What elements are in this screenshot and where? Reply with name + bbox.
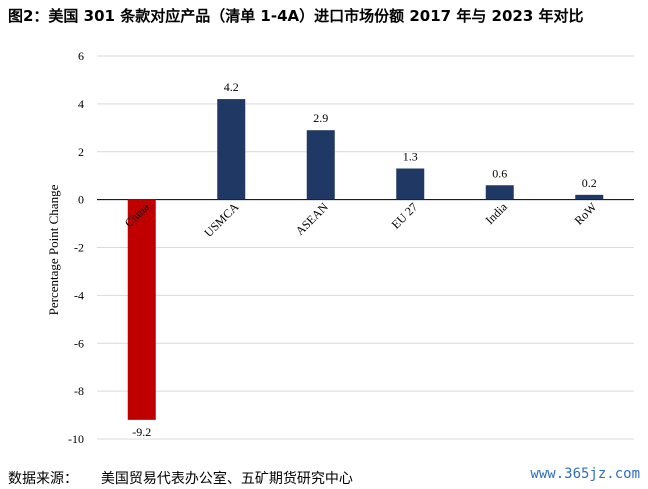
bars [127, 99, 604, 420]
y-tick-label: 4 [78, 97, 84, 111]
source-note: 数据来源： 美国贸易代表办公室、五矿期货研究中心 [8, 468, 353, 488]
category-label: India [483, 199, 511, 227]
category-labels: China USMCA ASEAN EU 27 India RoW [122, 199, 600, 240]
value-label: -9.2 [132, 425, 151, 439]
category-label: ASEAN [293, 200, 331, 238]
gridlines [97, 55, 634, 440]
y-axis-ticks: -10 -8 -6 -4 -2 0 2 4 6 [68, 49, 84, 446]
bar-asean [306, 130, 335, 200]
category-label: RoW [572, 199, 600, 227]
value-labels: -9.2 4.2 2.9 1.3 0.6 0.2 [132, 80, 597, 439]
y-tick-label: -4 [74, 288, 84, 302]
category-label: USMCA [201, 200, 241, 240]
y-tick-label: -10 [68, 432, 84, 446]
y-tick-label: -2 [74, 241, 84, 255]
source-label: 数据来源： [8, 471, 78, 487]
category-label: EU 27 [389, 200, 421, 232]
y-axis-label: Percentage Point Change [46, 184, 61, 315]
value-label: 2.9 [313, 111, 328, 125]
bar-eu-27 [396, 168, 425, 200]
y-tick-label: 2 [78, 145, 84, 159]
y-tick-label: 6 [78, 49, 84, 63]
watermark: www.365jz.com [530, 466, 640, 482]
page-title: 图2：美国 301 条款对应产品（清单 1-4A）进口市场份额 2017 年与 … [8, 7, 584, 25]
bar-china [127, 199, 156, 420]
value-label: 0.2 [582, 176, 597, 190]
bar-india [485, 185, 514, 200]
value-label: 1.3 [403, 150, 418, 164]
y-tick-label: 0 [78, 193, 84, 207]
value-label: 0.6 [492, 166, 507, 180]
y-tick-label: -8 [74, 384, 84, 398]
bar-row [575, 194, 604, 200]
y-tick-label: -6 [74, 336, 84, 350]
source-text: 美国贸易代表办公室、五矿期货研究中心 [100, 471, 353, 487]
value-label: 4.2 [224, 80, 239, 94]
bar-usmca [217, 99, 246, 200]
